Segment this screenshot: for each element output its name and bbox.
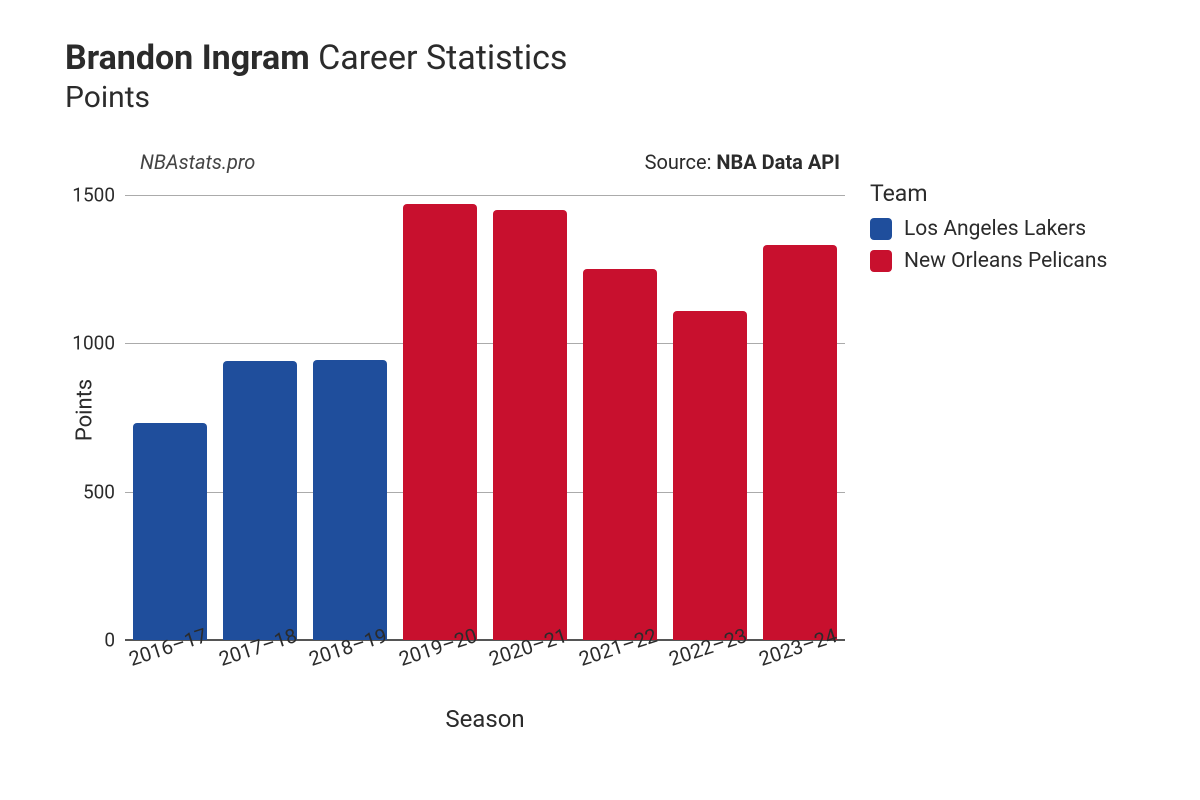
- y-tick-label: 0: [104, 629, 125, 652]
- bar: [763, 245, 837, 640]
- bar: [493, 210, 567, 640]
- title-suffix: Career Statistics: [310, 38, 568, 78]
- legend-title: Team: [870, 180, 1107, 207]
- plot-area: Points Season 0500100015002016–172017–18…: [125, 180, 845, 640]
- x-axis-label: Season: [445, 705, 524, 733]
- player-name: Brandon Ingram: [65, 38, 310, 78]
- legend-item: Los Angeles Lakers: [870, 217, 1107, 241]
- legend-swatch: [870, 218, 892, 240]
- y-axis-label: Points: [73, 379, 98, 441]
- bar: [673, 311, 747, 640]
- bars-container: [125, 180, 845, 640]
- legend-label: New Orleans Pelicans: [904, 249, 1107, 273]
- chart: Points Season 0500100015002016–172017–18…: [65, 170, 965, 730]
- chart-title: Brandon Ingram Career Statistics: [65, 38, 567, 78]
- bar: [403, 204, 477, 640]
- bar: [133, 423, 207, 640]
- title-block: Brandon Ingram Career Statistics Points: [65, 38, 567, 115]
- y-tick-label: 1500: [72, 183, 125, 206]
- bar: [223, 361, 297, 640]
- bar: [313, 360, 387, 640]
- legend-swatch: [870, 250, 892, 272]
- bar: [583, 269, 657, 640]
- legend-item: New Orleans Pelicans: [870, 249, 1107, 273]
- legend-label: Los Angeles Lakers: [904, 217, 1086, 241]
- y-tick-label: 1000: [72, 332, 125, 355]
- chart-subtitle: Points: [65, 80, 567, 115]
- y-tick-label: 500: [83, 480, 125, 503]
- legend: Team Los Angeles Lakers New Orleans Pelic…: [870, 180, 1107, 281]
